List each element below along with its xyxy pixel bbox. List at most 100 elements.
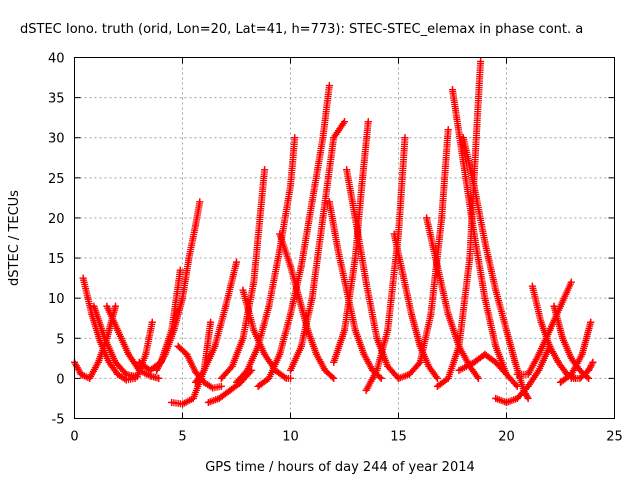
- x-axis: 0 5 10 15 20 25: [70, 57, 623, 445]
- data-point: [142, 350, 150, 358]
- x-tick-label: 0: [70, 430, 78, 445]
- data-point: [250, 326, 258, 334]
- data-point: [330, 134, 338, 142]
- data-point: [243, 366, 251, 374]
- data-point: [228, 362, 236, 370]
- data-point: [390, 230, 398, 238]
- data-point: [287, 310, 294, 318]
- series-33: [567, 358, 597, 382]
- data-point: [470, 182, 478, 190]
- data-point: [481, 350, 489, 358]
- data-point: [276, 350, 284, 358]
- series-6: [153, 198, 204, 374]
- data-point: [189, 394, 197, 402]
- data-point: [364, 118, 372, 126]
- data-point: [524, 370, 532, 378]
- data-point: [135, 366, 143, 374]
- data-point: [472, 134, 480, 142]
- y-tick-label: 35: [48, 92, 65, 107]
- data-point: [377, 374, 385, 382]
- data-point: [444, 126, 452, 134]
- data-point: [576, 374, 584, 382]
- data-point: [204, 398, 212, 406]
- data-point: [207, 318, 215, 326]
- data-point: [148, 318, 156, 326]
- data-point: [481, 294, 489, 302]
- data-point: [537, 318, 545, 326]
- data-point: [351, 326, 359, 334]
- data-point: [287, 374, 294, 382]
- data-point: [466, 254, 474, 262]
- data-point: [191, 222, 199, 230]
- data-point: [438, 214, 446, 222]
- series-27: [459, 134, 532, 402]
- data-point: [373, 366, 381, 374]
- data-point: [135, 358, 143, 366]
- series-8: [174, 342, 225, 392]
- y-tick-label: 5: [56, 332, 64, 347]
- data-point: [312, 350, 320, 358]
- data-point: [261, 350, 269, 358]
- data-point: [114, 326, 122, 334]
- series-14: [254, 82, 333, 390]
- data-point: [217, 382, 225, 390]
- data-point: [183, 350, 191, 358]
- data-point: [101, 334, 109, 342]
- data-point: [200, 378, 208, 386]
- data-point: [427, 310, 435, 318]
- data-point: [589, 358, 597, 366]
- y-axis-label: dSTEC / TECUs: [7, 190, 22, 286]
- chart-title: dSTEC Iono. truth (orid, Lon=20, Lat=41,…: [20, 22, 583, 37]
- data-point: [405, 370, 413, 378]
- data-point: [449, 86, 456, 94]
- data-point: [524, 394, 532, 402]
- data-point: [185, 254, 193, 262]
- y-tick-label: 10: [48, 292, 65, 307]
- data-point: [325, 82, 333, 90]
- data-point: [373, 334, 381, 342]
- data-point: [325, 198, 333, 206]
- data-point: [474, 374, 482, 382]
- data-point: [384, 362, 392, 370]
- data-point: [557, 378, 564, 386]
- data-point: [161, 350, 169, 358]
- data-point: [416, 358, 424, 366]
- data-point: [535, 350, 543, 358]
- series-11: [217, 166, 269, 382]
- data-point: [557, 302, 564, 310]
- data-point: [176, 266, 184, 274]
- data-point: [401, 134, 409, 142]
- data-point: [308, 294, 316, 302]
- series-marker-trail: [528, 282, 580, 382]
- data-point: [535, 366, 543, 374]
- data-point: [492, 286, 500, 294]
- data-point: [112, 358, 120, 366]
- data-point: [550, 302, 558, 310]
- y-tick-label: 40: [48, 52, 65, 67]
- data-point: [477, 58, 485, 66]
- data-point: [459, 134, 467, 142]
- data-point: [112, 302, 120, 310]
- data-point: [105, 358, 113, 366]
- data-point: [554, 358, 562, 366]
- data-point: [265, 302, 273, 310]
- data-point: [125, 350, 132, 358]
- data-point: [265, 374, 273, 382]
- data-point: [321, 366, 329, 374]
- data-point: [297, 262, 305, 270]
- data-point: [492, 394, 500, 402]
- data-point: [261, 166, 269, 174]
- x-tick-label: 25: [606, 430, 623, 445]
- data-point: [217, 374, 225, 382]
- data-point: [358, 182, 366, 190]
- data-point: [233, 378, 240, 386]
- data-point: [399, 270, 407, 278]
- data-point: [146, 366, 154, 374]
- data-point: [170, 326, 178, 334]
- x-tick-label: 5: [178, 430, 186, 445]
- data-point: [433, 262, 441, 270]
- series-32: [557, 318, 595, 386]
- data-point: [96, 338, 104, 346]
- data-point: [276, 230, 284, 238]
- data-point: [330, 374, 338, 382]
